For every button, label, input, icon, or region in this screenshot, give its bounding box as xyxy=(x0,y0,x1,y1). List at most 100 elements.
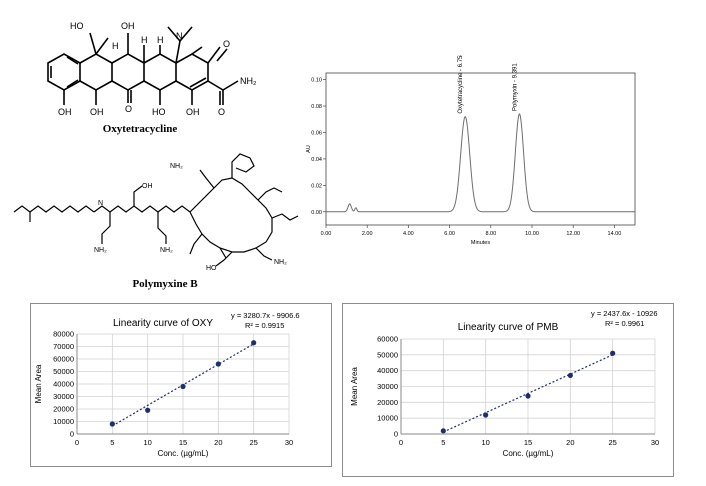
r-squared: R² = 0.9915 xyxy=(245,321,284,330)
polymyxin-label: Polymyxine B xyxy=(132,278,198,290)
chromatogram-panel: 0.00 0.02 0.04 0.06 0.08 0.10 0.00 2.00 4.00 6.00… xyxy=(300,52,645,255)
chrom-xtick-label: 0.00 xyxy=(321,231,332,237)
chromatogram-chart: 0.00 0.02 0.04 0.06 0.08 0.10 0.00 2.00 4.00 6.00… xyxy=(306,52,636,246)
ytick-label: 0 xyxy=(394,430,398,439)
xtick-label: 20 xyxy=(566,438,574,447)
chrom-peak-label: Polymyxin - 9.391 xyxy=(512,63,518,111)
ytick-label: 10000 xyxy=(53,417,74,426)
xtick-label: 25 xyxy=(249,438,257,447)
xtick-label: 5 xyxy=(110,438,114,447)
chrom-ylabel: AU xyxy=(306,145,312,153)
oxytetracycline-label: Oxytetracycline xyxy=(102,123,178,135)
trend-equation: y = 2437.6x - 10926 xyxy=(591,309,658,318)
r-squared: R² = 0.9961 xyxy=(605,319,644,328)
chrom-ytick-label: 0.10 xyxy=(311,78,322,84)
atom-pmb-nh2-1: NH₂ xyxy=(94,247,107,254)
data-point xyxy=(109,421,115,427)
chart-title: Linearity curve of OXY xyxy=(113,318,213,329)
ytick-label: 10000 xyxy=(377,414,398,423)
chrom-plot-frame xyxy=(325,72,636,226)
atom-pmb-nh2-3: NH₂ xyxy=(170,163,183,170)
atom-pmb-nh2-2: NH₂ xyxy=(160,247,173,254)
pmb-linearity-box: 0 10000 20000 30000 40000 50000 60000 0 5 10 15 20 2… xyxy=(342,303,674,477)
atom-h-1: H xyxy=(112,41,119,51)
xtick-label: 15 xyxy=(524,438,532,447)
data-point xyxy=(567,372,573,379)
chrom-xtick-label: 2.00 xyxy=(362,231,373,237)
data-point xyxy=(145,407,151,413)
data-point xyxy=(525,393,531,399)
atom-pmb-ho: HO xyxy=(206,265,217,272)
chrom-xtick-label: 12.00 xyxy=(566,231,580,237)
xtick-label: 25 xyxy=(608,438,616,447)
chrom-ytick-label: 0.02 xyxy=(311,183,322,189)
xtick-label: 15 xyxy=(179,438,187,447)
data-point xyxy=(610,350,616,356)
atom-oh-bottom-left: OH xyxy=(58,107,72,117)
xtick-label: 30 xyxy=(285,438,293,447)
ytick-label: 50000 xyxy=(53,367,74,376)
chrom-xtick-label: 6.00 xyxy=(444,231,455,237)
oxy-linearity-chart: 0 10000 20000 30000 40000 50000 60000 70000 8000… xyxy=(34,311,300,458)
xtick-label: 0 xyxy=(75,438,79,447)
pmb-linearity-chart: 0 10000 20000 30000 40000 50000 60000 0 5 10 15 20 2… xyxy=(350,309,659,458)
atom-n-dimethyl: N xyxy=(176,31,183,41)
ytick-label: 60000 xyxy=(377,335,398,344)
atom-o-amide: O xyxy=(218,107,225,117)
ytick-label: 60000 xyxy=(53,355,74,364)
chrom-xlabel: Minutes xyxy=(471,240,491,246)
ytick-label: 70000 xyxy=(53,342,74,351)
chrom-ytick-label: 0.06 xyxy=(311,130,322,136)
chrom-xtick-label: 8.00 xyxy=(485,231,496,237)
atom-oh-bottom-right: OH xyxy=(186,107,200,117)
chrom-ytick-label: 0.04 xyxy=(311,157,322,163)
ytick-label: 30000 xyxy=(377,382,398,391)
atom-pmb-n: N xyxy=(98,200,103,207)
chrom-ytick-label: 0.08 xyxy=(311,104,322,110)
xtick-label: 10 xyxy=(481,438,489,447)
polymyxin-structure: NH₂ NH₂ NH₂ NH₂ OH HO N xyxy=(10,148,310,278)
oxy-linearity-box: 0 10000 20000 30000 40000 50000 60000 70000 8000… xyxy=(30,303,332,467)
chrom-xtick-label: 4.00 xyxy=(403,231,414,237)
x-axis-label: Conc. (µg/mL) xyxy=(503,449,554,458)
chrom-trace xyxy=(326,113,635,213)
chrom-xtick-label: 10.00 xyxy=(525,231,539,237)
ytick-label: 30000 xyxy=(53,392,74,401)
data-point xyxy=(215,361,221,367)
chrom-peak-label: Oxytetracycline - 6.758 xyxy=(458,55,464,114)
xtick-label: 5 xyxy=(441,438,445,447)
chart-title: Linearity curve of PMB xyxy=(458,322,559,333)
ytick-label: 20000 xyxy=(53,405,74,414)
atom-h-3: H xyxy=(157,35,164,45)
xtick-label: 0 xyxy=(399,438,403,447)
atom-h-2: H xyxy=(141,35,148,45)
xtick-label: 30 xyxy=(651,438,659,447)
oxytetracycline-structure: HO OH H H H N O NH₂ OH OH O HO OH O xyxy=(20,5,280,140)
atom-o-bottom: O xyxy=(125,104,132,114)
ytick-label: 0 xyxy=(70,430,74,439)
data-point xyxy=(483,412,489,418)
xtick-label: 20 xyxy=(214,438,222,447)
polymyxin-drawing: NH₂ NH₂ NH₂ NH₂ OH HO N xyxy=(13,153,299,272)
x-axis-label: Conc. (µg/mL) xyxy=(158,449,209,458)
atom-ho-bottom: HO xyxy=(152,107,166,117)
chrom-ytick-label: 0.00 xyxy=(311,210,322,216)
ytick-label: 80000 xyxy=(53,330,74,339)
atom-oh-bottom-mid: OH xyxy=(90,107,104,117)
ytick-label: 40000 xyxy=(377,366,398,375)
atom-ho-top-left: HO xyxy=(70,21,84,31)
chrom-xtick-label: 14.00 xyxy=(608,231,622,237)
data-point xyxy=(180,383,186,390)
oxytetracycline-drawing: HO OH H H H N O NH₂ OH OH O HO OH O xyxy=(47,21,257,117)
atom-pmb-oh: OH xyxy=(142,183,153,190)
data-point xyxy=(440,428,446,434)
ytick-label: 40000 xyxy=(53,380,74,389)
atom-pmb-nh2-4: NH₂ xyxy=(274,259,287,266)
y-axis-label: Mean Area xyxy=(350,367,359,406)
xtick-label: 10 xyxy=(143,438,151,447)
trend-equation: y = 3280.7x - 9906.6 xyxy=(231,311,300,320)
ytick-label: 50000 xyxy=(377,350,398,359)
ytick-label: 20000 xyxy=(377,398,398,407)
y-axis-label: Mean Area xyxy=(34,364,43,403)
atom-nh2: NH₂ xyxy=(240,76,257,86)
